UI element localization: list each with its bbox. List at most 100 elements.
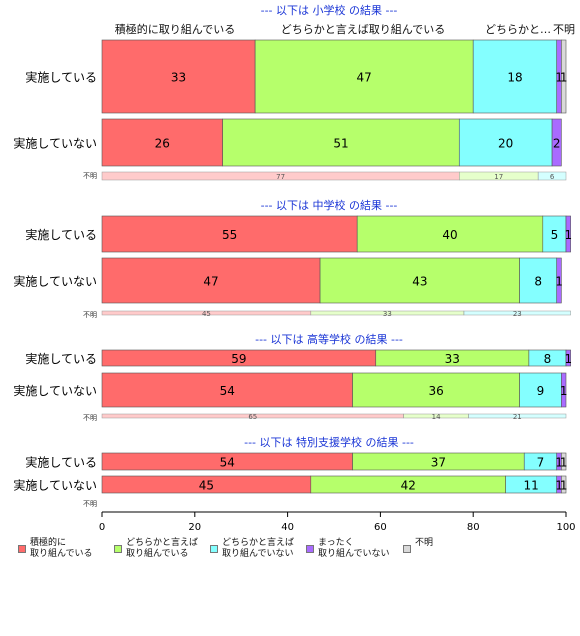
bar-segment <box>352 372 520 408</box>
data-label: 1 <box>555 456 563 470</box>
row-label: 実施している <box>25 70 97 85</box>
data-label: 47 <box>203 275 218 289</box>
legend-label: 積極的に 取り組んでいる <box>30 538 93 559</box>
data-label: 1 <box>564 228 572 242</box>
data-label: 33 <box>383 310 392 318</box>
data-label: 18 <box>507 71 522 85</box>
bar-segment <box>519 257 558 304</box>
bar-segment <box>458 118 553 167</box>
data-label: 1 <box>555 479 563 493</box>
row-label: 実施していない <box>13 383 97 398</box>
data-label: 43 <box>412 275 427 289</box>
data-label: 51 <box>333 137 348 151</box>
data-label: 77 <box>276 173 285 181</box>
data-label: 1 <box>555 275 563 289</box>
bar-segment <box>561 452 567 471</box>
bar-segment <box>319 257 520 304</box>
column-header: どちらかと言えば取り組んでいる <box>281 23 445 36</box>
data-label: 2 <box>553 137 561 151</box>
x-tick-label: 0 <box>99 522 105 533</box>
bar-segment <box>565 215 571 253</box>
bar-segment <box>254 39 474 114</box>
x-tick-label: 20 <box>188 522 201 533</box>
data-label: 1 <box>555 71 563 85</box>
row-label: 不明 <box>83 311 97 319</box>
bar-segment <box>561 372 567 408</box>
data-label: 45 <box>202 310 211 318</box>
bar-segment <box>222 118 460 167</box>
bar-segment <box>101 257 321 304</box>
bar-segment <box>101 215 358 253</box>
data-label: 54 <box>220 384 235 398</box>
bar-segment <box>519 372 562 408</box>
legend: 積極的に 取り組んでいる どちらかと言えば 取り組んでいる どちらかと言えば 取り組んでい… <box>18 538 578 578</box>
data-label: 1 <box>560 479 568 493</box>
row-label: 実施している <box>25 351 97 366</box>
bar-segment <box>537 171 567 181</box>
legend-swatch <box>403 545 411 553</box>
bar-segment <box>356 215 544 253</box>
section-title: --- 以下は 中学校 の結果 --- <box>261 198 398 212</box>
data-label: 37 <box>431 456 446 470</box>
bar-segment <box>463 310 571 316</box>
bar-segment <box>556 257 562 304</box>
row-label: 不明 <box>83 500 97 508</box>
section-title: --- 以下は 小学校 の結果 --- <box>261 3 398 17</box>
data-label: 55 <box>222 228 237 242</box>
legend-label: どちらかと言えば 取り組んでいない <box>222 538 295 559</box>
data-label: 1 <box>560 456 568 470</box>
row-label: 実施していない <box>13 478 97 493</box>
data-label: 1 <box>564 352 572 366</box>
column-header: 積極的に取り組んでいる <box>115 22 235 36</box>
row-label: 実施している <box>25 455 97 470</box>
data-label: 40 <box>442 228 457 242</box>
data-label: 47 <box>357 71 372 85</box>
bar-segment <box>561 475 567 494</box>
data-label: 8 <box>544 352 552 366</box>
data-label: 11 <box>524 479 539 493</box>
data-label: 9 <box>537 384 545 398</box>
bar-segment <box>101 372 353 408</box>
data-label: 5 <box>551 228 559 242</box>
bar-segment <box>551 118 562 167</box>
column-header: どちらかと… <box>485 23 551 36</box>
data-label: 42 <box>401 479 416 493</box>
data-label: 1 <box>560 384 568 398</box>
data-label: 65 <box>248 413 257 421</box>
data-label: 14 <box>432 413 441 421</box>
bar-segment <box>101 39 256 114</box>
row-label: 実施していない <box>13 136 97 151</box>
section-title: --- 以下は 高等学校 の結果 --- <box>255 332 403 346</box>
bar-segment <box>561 39 567 114</box>
legend-label: どちらかと言えば 取り組んでいる <box>126 538 199 559</box>
x-tick-label: 60 <box>374 522 387 533</box>
data-label: 21 <box>513 413 522 421</box>
data-label: 33 <box>445 352 460 366</box>
data-label: 23 <box>513 310 522 318</box>
data-label: 8 <box>534 275 542 289</box>
legend-label: まったく 取り組んでいない <box>318 538 390 559</box>
legend-swatch <box>18 545 26 553</box>
data-label: 54 <box>220 456 235 470</box>
data-label: 59 <box>231 352 246 366</box>
data-label: 6 <box>550 173 555 181</box>
legend-label: 不明 <box>415 538 434 548</box>
row-label: 実施している <box>25 227 97 242</box>
column-header: 不明 <box>553 23 575 36</box>
bar-segment <box>101 118 223 167</box>
row-label: 不明 <box>83 172 97 180</box>
data-label: 17 <box>494 173 503 181</box>
row-label: 実施していない <box>13 274 97 289</box>
bar-segment <box>565 349 571 367</box>
x-tick-label: 40 <box>281 522 294 533</box>
data-label: 1 <box>560 71 568 85</box>
legend-swatch <box>210 545 218 553</box>
data-label: 36 <box>428 384 443 398</box>
legend-swatch <box>306 545 314 553</box>
x-tick-label: 80 <box>467 522 480 533</box>
data-label: 7 <box>537 456 545 470</box>
row-label: 不明 <box>83 414 97 422</box>
section-title: --- 以下は 特別支援学校 の結果 --- <box>244 435 414 449</box>
data-label: 45 <box>199 479 214 493</box>
